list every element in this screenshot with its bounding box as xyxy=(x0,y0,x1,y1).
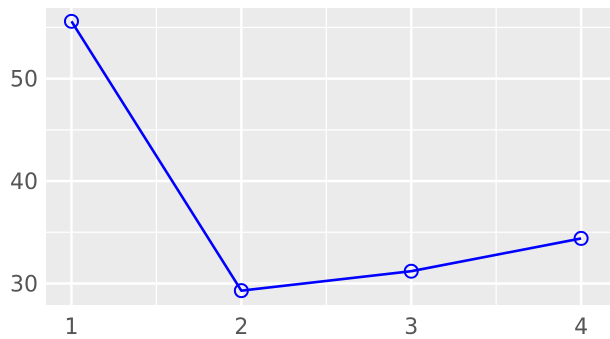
data-point xyxy=(403,263,419,279)
y-tick-label: 40 xyxy=(10,170,38,195)
data-point xyxy=(63,13,79,29)
x-tick-label: 3 xyxy=(404,315,418,339)
x-tick-label: 4 xyxy=(574,315,588,339)
data-point xyxy=(573,230,589,246)
series-layer xyxy=(63,13,589,299)
x-axis-tick-labels: 1 2 3 4 xyxy=(64,315,588,339)
y-tick-label: 50 xyxy=(10,68,38,93)
y-axis-tick-labels: 30 40 50 xyxy=(10,68,38,298)
x-tick-label: 2 xyxy=(234,315,248,339)
plot-area xyxy=(46,8,610,305)
y-tick-label: 30 xyxy=(10,272,38,297)
x-tick-label: 1 xyxy=(64,315,78,339)
series-line xyxy=(70,20,582,292)
data-point xyxy=(233,283,249,299)
major-gridlines xyxy=(46,8,610,305)
